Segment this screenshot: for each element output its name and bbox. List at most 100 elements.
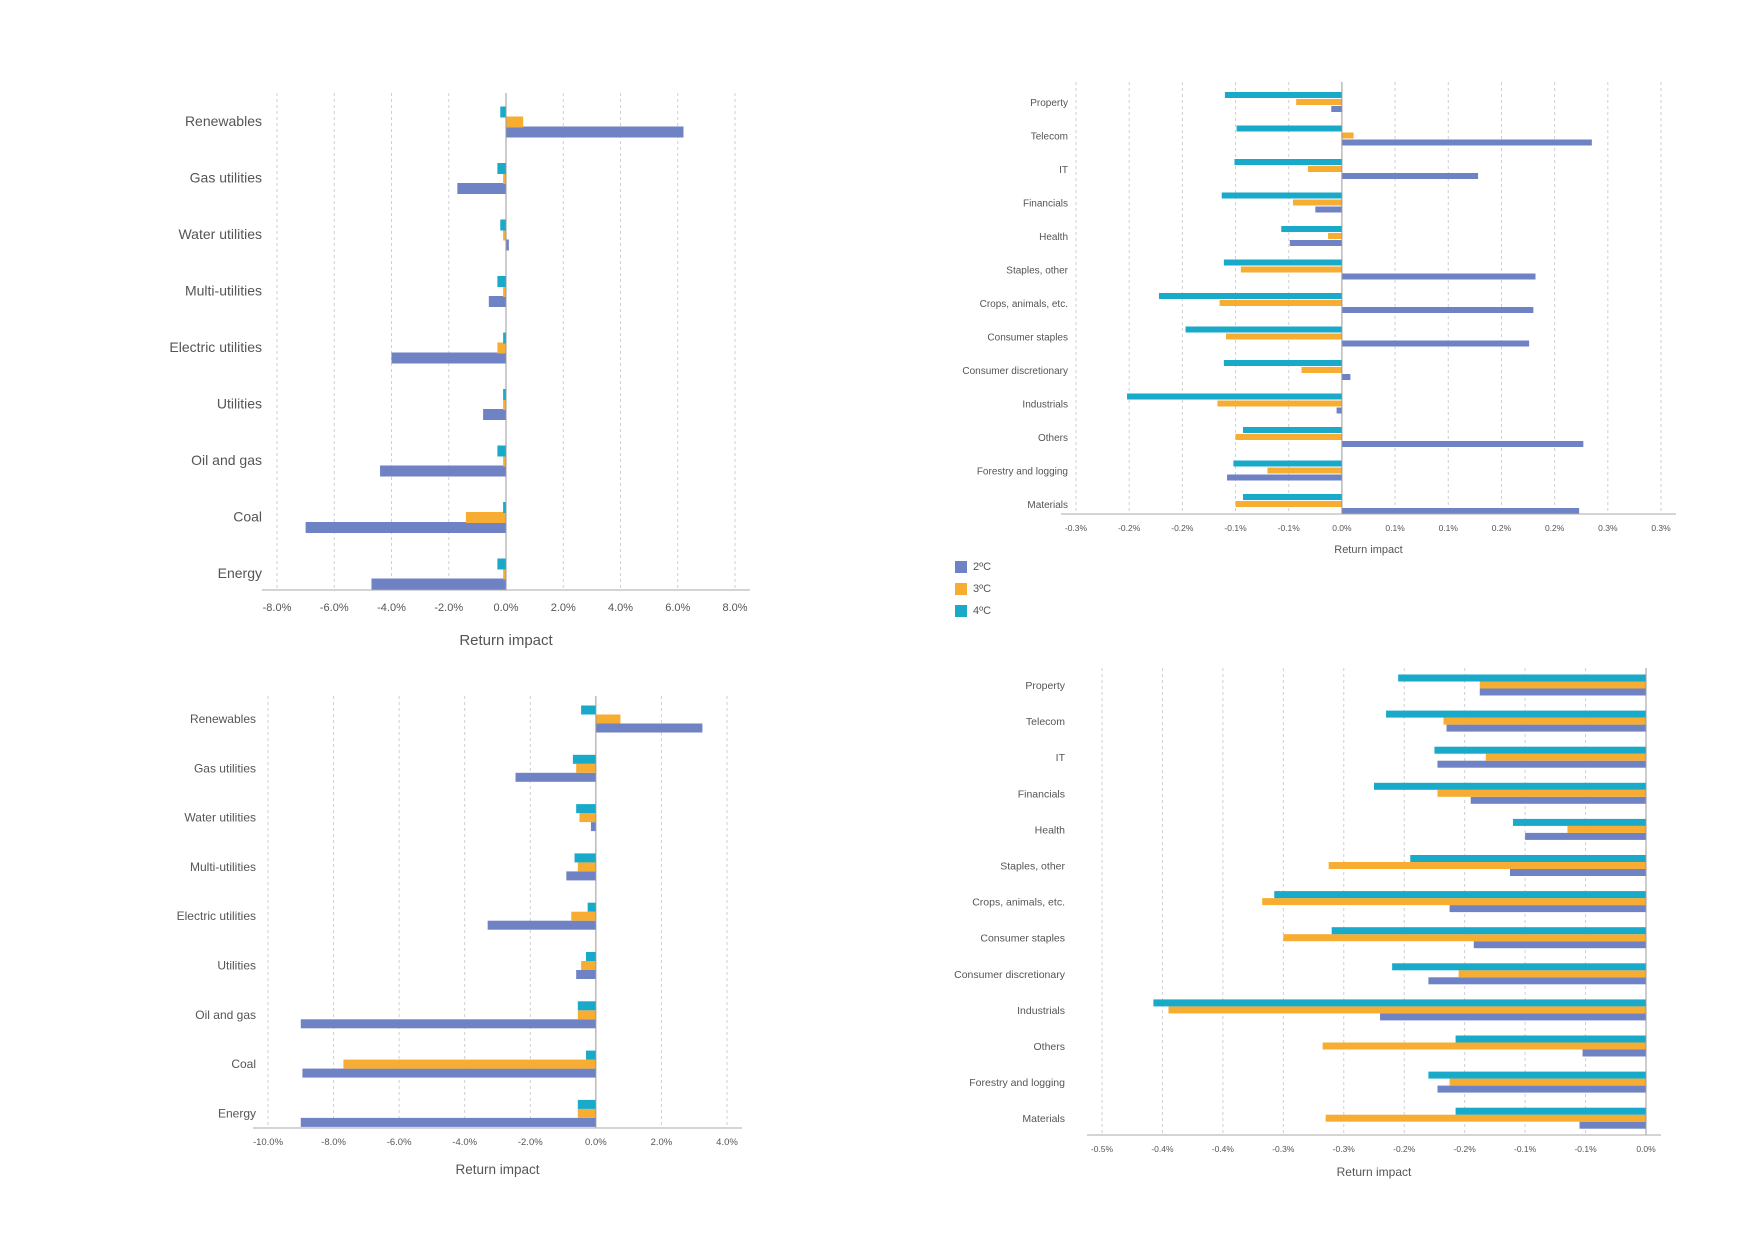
- x-tick-label: -0.1%: [1514, 1144, 1537, 1154]
- x-tick-label: -6.0%: [320, 602, 349, 614]
- x-tick-label: -8.0%: [263, 602, 292, 614]
- bar-4c: [572, 754, 596, 764]
- bar-3c: [1437, 789, 1646, 797]
- category-label: Financials: [1018, 788, 1065, 800]
- bar-2c: [1341, 139, 1592, 146]
- bar-3c: [579, 813, 596, 823]
- bar-4c: [503, 389, 506, 400]
- x-tick-label: 0.0%: [1636, 1144, 1656, 1154]
- x-tick-label: -0.4%: [1212, 1144, 1235, 1154]
- category-label: Utilities: [217, 396, 262, 412]
- x-tick-label: 4.0%: [716, 1137, 738, 1148]
- x-axis-title: Return impact: [1334, 544, 1402, 556]
- x-axis-title: Return impact: [1337, 1165, 1412, 1179]
- bar-4c: [1223, 360, 1342, 366]
- x-tick-label: 4.0%: [608, 602, 633, 614]
- bar-3c: [1325, 1114, 1646, 1122]
- category-label: Consumer staples: [987, 333, 1068, 344]
- x-tick-label: 0.0%: [1332, 523, 1352, 533]
- bar-4c: [1374, 782, 1646, 790]
- bar-3c: [577, 1108, 596, 1118]
- category-label: Materials: [1027, 500, 1068, 511]
- bar-4c: [1234, 159, 1342, 165]
- bar-3c: [1292, 199, 1342, 206]
- bar-4c: [1185, 326, 1342, 333]
- category-label: Consumer staples: [980, 933, 1065, 945]
- bar-3c: [503, 229, 506, 241]
- category-label: Coal: [233, 509, 262, 525]
- bar-4c: [500, 106, 506, 118]
- bar-4c: [1242, 427, 1342, 433]
- bar-4c: [574, 853, 596, 863]
- x-tick-label: -0.4%: [1151, 1144, 1174, 1154]
- bar-3c: [1328, 862, 1646, 869]
- bar-3c: [581, 961, 596, 970]
- category-label: Gas utilities: [194, 761, 256, 775]
- bar-2c: [1582, 1049, 1646, 1057]
- x-tick-label: 0.1%: [1439, 523, 1459, 533]
- legend-item-3c: 3ºC: [955, 578, 991, 600]
- bar-2c: [1380, 1013, 1646, 1021]
- bar-4c: [1398, 674, 1646, 682]
- bar-4c: [1158, 293, 1342, 299]
- category-label: Others: [1038, 433, 1068, 444]
- bar-4c: [1331, 927, 1646, 935]
- bar-3c: [595, 714, 621, 724]
- bar-4c: [503, 502, 506, 513]
- bar-4c: [1236, 125, 1342, 132]
- x-axis-title: Return impact: [455, 1162, 539, 1177]
- legend-item-4c: 4ºC: [955, 600, 991, 622]
- category-label: Renewables: [185, 113, 262, 129]
- bar-4c: [497, 276, 506, 287]
- x-tick-label: 0.1%: [1385, 523, 1405, 533]
- bar-3c: [503, 455, 506, 467]
- bar-3c: [576, 763, 596, 773]
- x-tick-label: 0.0%: [585, 1137, 607, 1148]
- x-tick-label: 2.0%: [651, 1137, 673, 1148]
- bar-3c: [1240, 266, 1342, 273]
- bar-4c: [1434, 746, 1646, 754]
- category-label: IT: [1059, 165, 1068, 176]
- bar-4c: [587, 902, 596, 912]
- bar-2c: [305, 522, 506, 533]
- bar-3c: [1219, 300, 1342, 306]
- bar-2c: [1341, 508, 1580, 514]
- legend-label-4c: 4ºC: [973, 605, 992, 617]
- bar-3c: [497, 342, 506, 354]
- category-label: Health: [1039, 232, 1068, 243]
- bar-3c: [503, 568, 506, 580]
- bar-3c: [1479, 681, 1646, 689]
- bar-4c: [1455, 1107, 1646, 1115]
- category-label: Electric utilities: [169, 339, 262, 355]
- bar-3c: [1262, 898, 1646, 906]
- category-label: Consumer discretionary: [962, 366, 1068, 377]
- x-tick-label: -0.2%: [1454, 1144, 1477, 1154]
- bar-2c: [1331, 106, 1342, 112]
- bar-2c: [1341, 374, 1351, 380]
- category-label: Industrials: [1022, 400, 1068, 411]
- bar-4c: [576, 804, 596, 814]
- bar-4c: [1386, 710, 1646, 718]
- x-tick-label: -0.3%: [1333, 1144, 1356, 1154]
- bar-3c: [1225, 333, 1342, 340]
- bar-4c: [1281, 226, 1342, 232]
- bar-3c: [1567, 825, 1646, 833]
- category-label: Staples, other: [1000, 861, 1065, 873]
- bar-2c: [1525, 832, 1646, 840]
- bar-2c: [1510, 869, 1646, 876]
- bar-2c: [1341, 173, 1479, 179]
- bar-3c: [1449, 1078, 1646, 1086]
- bar-3c: [1235, 501, 1342, 507]
- bar-2c: [1470, 796, 1646, 804]
- legend-swatch-4c: [955, 605, 967, 617]
- bar-4c: [500, 219, 506, 231]
- bar-2c: [300, 1117, 596, 1127]
- bar-2c: [1446, 724, 1646, 732]
- legend-item-2c: 2ºC: [955, 556, 991, 578]
- bar-2c: [1227, 474, 1342, 481]
- bar-3c: [1168, 1006, 1646, 1014]
- category-label: Energy: [218, 1106, 256, 1120]
- bar-2c: [1579, 1121, 1646, 1129]
- category-label: Property: [1025, 680, 1065, 692]
- bar-2c: [1428, 977, 1646, 985]
